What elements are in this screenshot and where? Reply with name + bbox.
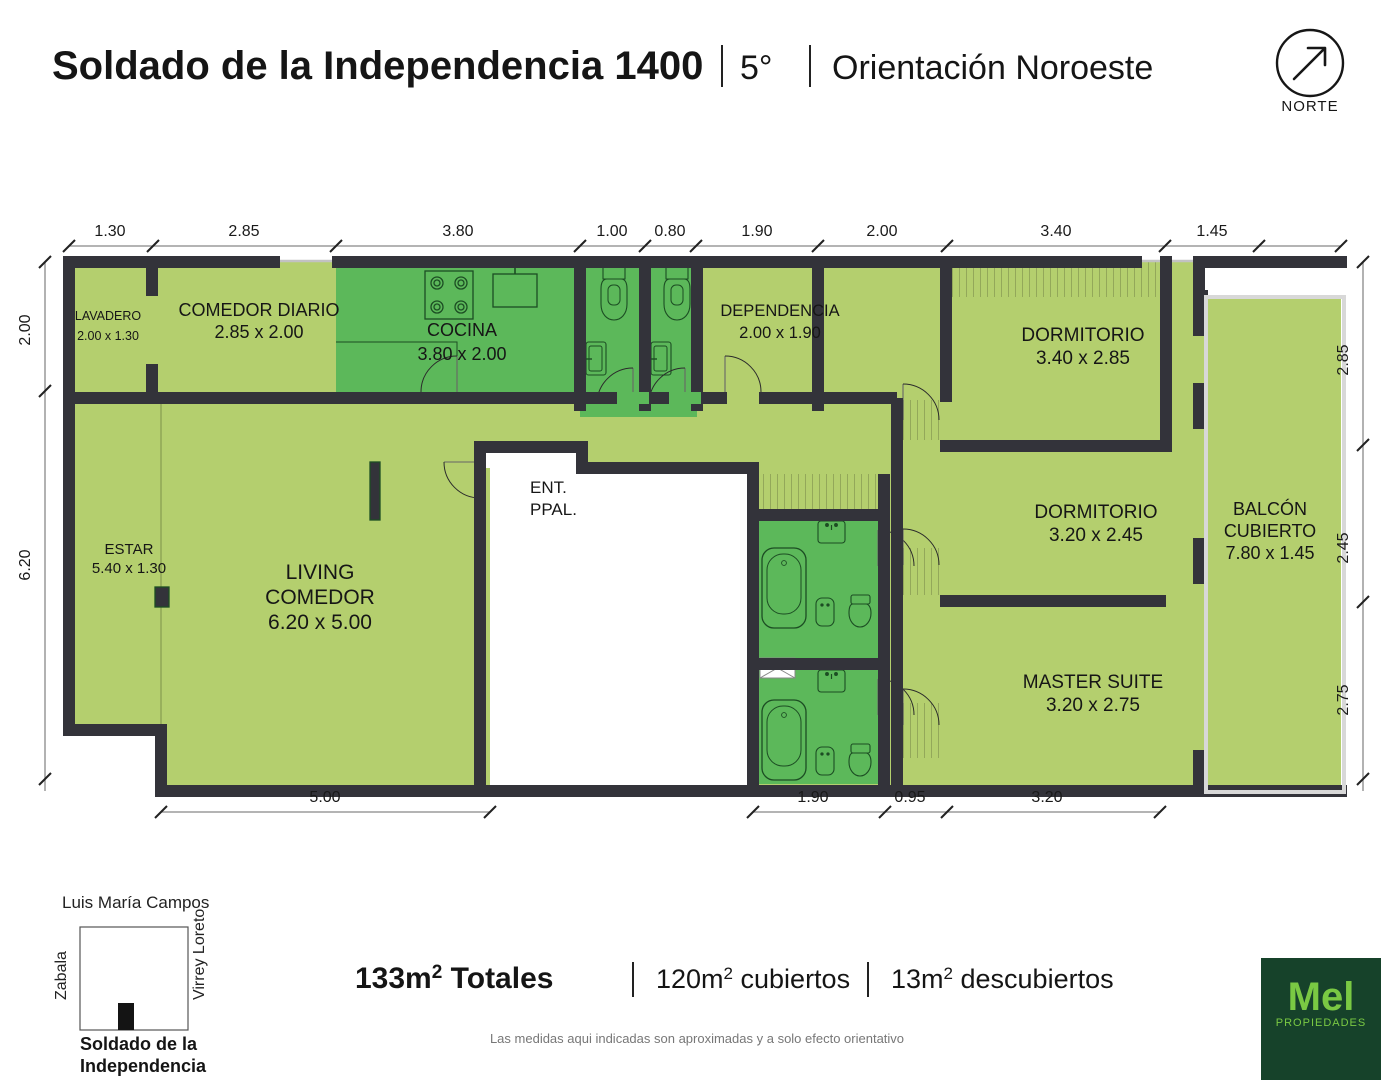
svg-text:2.00: 2.00 [17, 314, 34, 345]
svg-text:Zabala: Zabala [53, 951, 70, 1000]
svg-text:BALCÓN: BALCÓN [1233, 498, 1307, 519]
svg-text:120m2 cubiertos: 120m2 cubiertos [656, 964, 850, 994]
svg-text:13m2 descubiertos: 13m2 descubiertos [891, 964, 1114, 994]
svg-text:2.85: 2.85 [228, 223, 259, 240]
svg-text:0.95: 0.95 [894, 789, 925, 806]
svg-text:2.00 x 1.90: 2.00 x 1.90 [739, 324, 821, 342]
svg-text:6.20 x 5.00: 6.20 x 5.00 [268, 611, 372, 634]
svg-text:1.90: 1.90 [797, 789, 828, 806]
svg-text:COMEDOR DIARIO: COMEDOR DIARIO [178, 300, 339, 320]
svg-text:2.85: 2.85 [1335, 344, 1352, 375]
svg-text:Soldado de la Independencia 14: Soldado de la Independencia 1400 [52, 44, 703, 88]
svg-text:1.45: 1.45 [1196, 223, 1227, 240]
svg-text:3.20: 3.20 [1031, 789, 1062, 806]
svg-text:Independencia: Independencia [80, 1056, 207, 1076]
svg-text:CUBIERTO: CUBIERTO [1224, 521, 1316, 541]
svg-text:2.75: 2.75 [1335, 684, 1352, 715]
svg-text:3.20 x 2.45: 3.20 x 2.45 [1049, 525, 1143, 546]
svg-text:3.80: 3.80 [442, 223, 473, 240]
svg-text:MASTER SUITE: MASTER SUITE [1023, 672, 1163, 693]
svg-text:7.80 x 1.45: 7.80 x 1.45 [1225, 543, 1314, 563]
svg-text:3.20 x 2.75: 3.20 x 2.75 [1046, 695, 1140, 716]
svg-text:5°: 5° [740, 49, 773, 87]
svg-text:2.00: 2.00 [866, 223, 897, 240]
svg-text:Soldado de la: Soldado de la [80, 1034, 198, 1054]
svg-text:ESTAR: ESTAR [105, 541, 154, 558]
svg-text:LIVING: LIVING [286, 561, 355, 584]
svg-text:NORTE: NORTE [1281, 98, 1338, 115]
svg-text:2.45: 2.45 [1335, 532, 1352, 563]
svg-text:3.40: 3.40 [1040, 223, 1071, 240]
svg-text:5.40 x 1.30: 5.40 x 1.30 [92, 560, 166, 577]
svg-text:0.80: 0.80 [654, 223, 685, 240]
svg-text:5.00: 5.00 [309, 789, 340, 806]
svg-text:3.80 x 2.00: 3.80 x 2.00 [417, 344, 506, 364]
svg-text:PROPIEDADES: PROPIEDADES [1276, 1017, 1366, 1029]
svg-text:6.20: 6.20 [17, 549, 34, 580]
svg-text:COCINA: COCINA [427, 320, 497, 340]
svg-text:1.30: 1.30 [94, 223, 125, 240]
svg-text:2.85 x 2.00: 2.85 x 2.00 [214, 322, 303, 342]
svg-text:Luis María Campos: Luis María Campos [62, 893, 209, 912]
svg-text:PPAL.: PPAL. [530, 500, 577, 519]
svg-text:2.00 x 1.30: 2.00 x 1.30 [77, 329, 139, 343]
svg-text:DORMITORIO: DORMITORIO [1021, 325, 1144, 346]
svg-text:Las medidas aqui indicadas son: Las medidas aqui indicadas son aproximad… [490, 1031, 904, 1046]
svg-text:Virrey Loreto: Virrey Loreto [191, 909, 208, 1000]
svg-text:LAVADERO: LAVADERO [75, 309, 142, 323]
svg-text:Mel: Mel [1288, 975, 1355, 1019]
svg-text:1.90: 1.90 [741, 223, 772, 240]
svg-text:DEPENDENCIA: DEPENDENCIA [720, 302, 839, 320]
svg-text:133m2 Totales: 133m2 Totales [355, 962, 553, 995]
svg-text:1.00: 1.00 [596, 223, 627, 240]
svg-text:DORMITORIO: DORMITORIO [1034, 502, 1157, 523]
svg-text:COMEDOR: COMEDOR [265, 586, 375, 609]
svg-text:ENT.: ENT. [530, 478, 567, 497]
svg-text:3.40 x 2.85: 3.40 x 2.85 [1036, 348, 1130, 369]
svg-text:Orientación Noroeste: Orientación Noroeste [832, 49, 1153, 87]
